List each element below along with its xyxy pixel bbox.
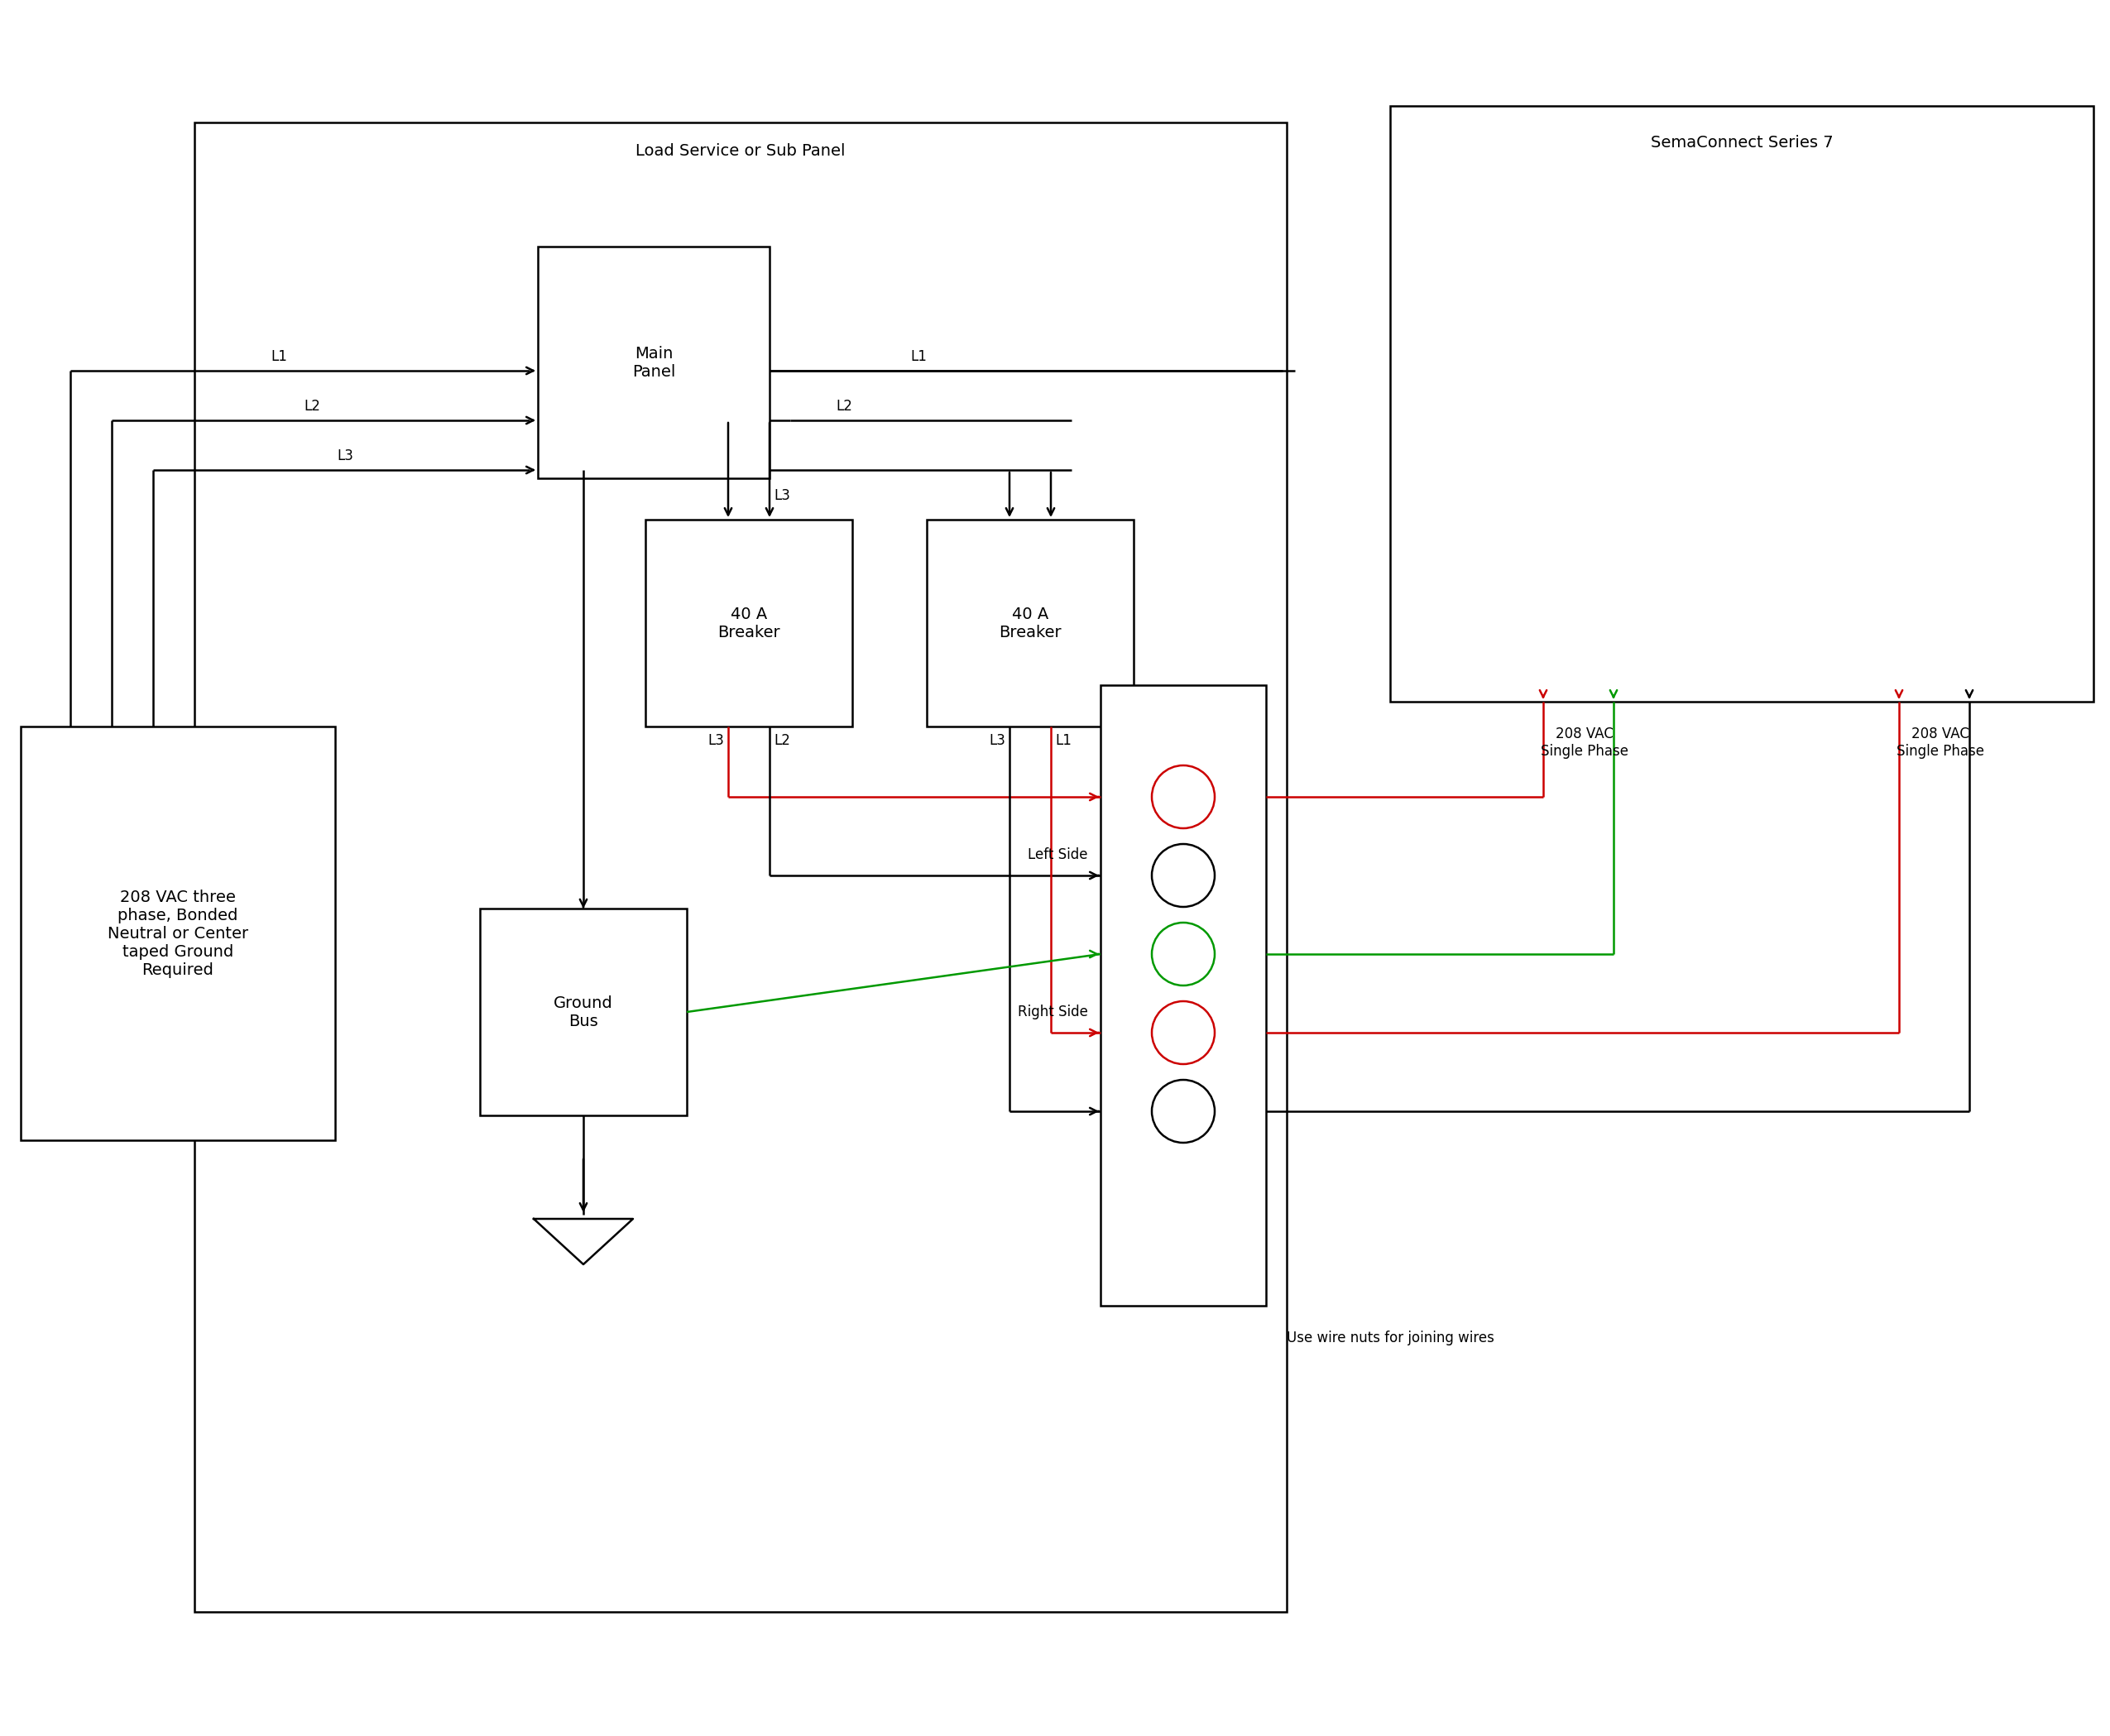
Circle shape [1152,1002,1215,1064]
Text: Load Service or Sub Panel: Load Service or Sub Panel [635,142,846,160]
Bar [1101,686,1266,1305]
Text: L3: L3 [707,733,724,748]
Text: Left Side: Left Side [1028,847,1089,863]
Bar [926,519,1133,726]
Text: Main
Panel: Main Panel [633,345,675,380]
Text: Ground
Bus: Ground Bus [553,995,614,1029]
Text: L2: L2 [774,733,789,748]
Text: L3: L3 [338,448,354,464]
Text: 40 A
Breaker: 40 A Breaker [717,606,781,641]
Text: Use wire nuts for joining wires: Use wire nuts for joining wires [1287,1330,1494,1345]
Text: 208 VAC
Single Phase: 208 VAC Single Phase [1897,726,1983,759]
Text: L1: L1 [1055,733,1072,748]
Bar [194,123,1287,1613]
Circle shape [1152,922,1215,986]
Circle shape [1152,1080,1215,1142]
Circle shape [1152,766,1215,828]
Bar [538,247,770,479]
Text: L3: L3 [990,733,1004,748]
Circle shape [1152,844,1215,906]
Text: Right Side: Right Side [1017,1005,1089,1019]
Text: L2: L2 [304,399,321,413]
Text: 208 VAC
Single Phase: 208 VAC Single Phase [1540,726,1629,759]
Text: L1: L1 [270,349,287,365]
Text: 40 A
Breaker: 40 A Breaker [998,606,1061,641]
Bar [21,726,335,1141]
Bar [1390,106,2093,701]
Bar [646,519,852,726]
Text: L1: L1 [909,349,926,365]
Text: SemaConnect Series 7: SemaConnect Series 7 [1650,135,1834,151]
Text: L2: L2 [836,399,852,413]
Bar [479,908,686,1116]
Text: 208 VAC three
phase, Bonded
Neutral or Center
taped Ground
Required: 208 VAC three phase, Bonded Neutral or C… [108,889,249,977]
Text: L3: L3 [774,488,789,503]
